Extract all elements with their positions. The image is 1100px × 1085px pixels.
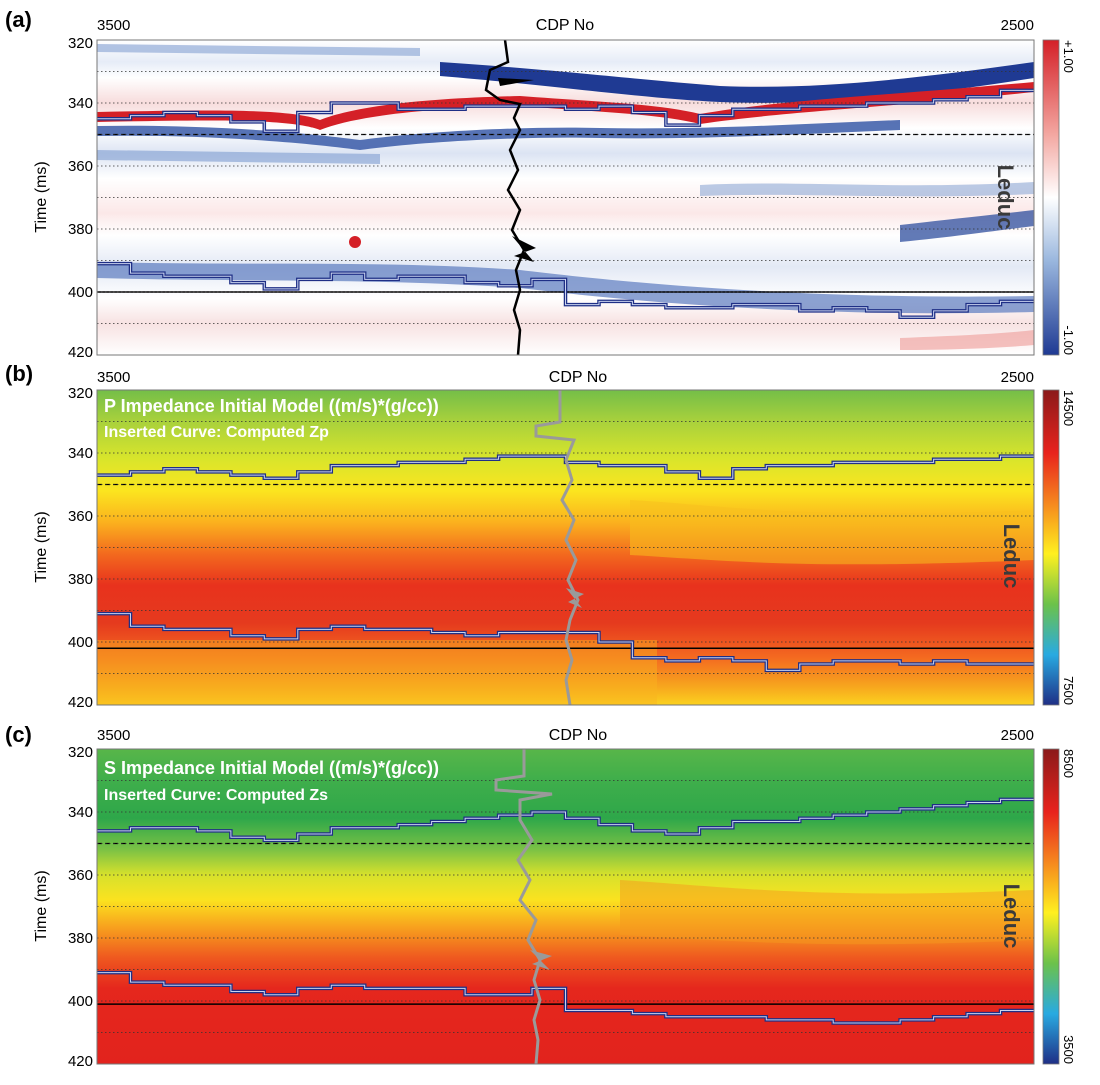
plot-frame xyxy=(96,39,1035,356)
well-log-spike xyxy=(498,78,534,86)
y-ticks: 320 340 360 380 400 420 xyxy=(68,744,93,1070)
model-subtitle: Inserted Curve: Computed Zs xyxy=(104,787,328,804)
horizon-lower-highlight xyxy=(97,263,1034,318)
panel-a: (a) 3500 CDP No 2500 Time (ms) xyxy=(5,7,1076,361)
formation-label: Leduc xyxy=(999,524,1024,589)
horizon-upper-highlight xyxy=(97,798,1034,841)
plot-area xyxy=(97,749,1034,1064)
colorbar xyxy=(1042,39,1060,356)
plot-area xyxy=(97,40,1034,355)
y-ticks: 320 340 360 380 400 420 xyxy=(68,385,93,711)
y-tick-label: 320 xyxy=(68,35,93,52)
well-log-curve xyxy=(484,40,526,355)
gridlines xyxy=(97,71,1034,324)
y-tick-label: 360 xyxy=(68,158,93,175)
y-tick-label: 380 xyxy=(68,221,93,238)
y-tick-label: 380 xyxy=(68,930,93,947)
x-axis-label: CDP No xyxy=(549,369,607,386)
y-tick-label: 340 xyxy=(68,804,93,821)
y-tick-label: 340 xyxy=(68,95,93,112)
x-right-label: 2500 xyxy=(1001,369,1034,386)
y-tick-label: 340 xyxy=(68,445,93,462)
y-tick-label: 360 xyxy=(68,867,93,884)
model-title: P Impedance Initial Model ((m/s)*(g/cc)) xyxy=(104,396,439,416)
colorbar-bottom-label: 7500 xyxy=(1061,676,1076,705)
trough-event-4 xyxy=(700,182,1034,197)
x-left-label: 3500 xyxy=(97,727,130,744)
colorbar xyxy=(1042,389,1060,706)
well-log-curve xyxy=(534,390,580,705)
colorbar-top-label: 8500 xyxy=(1061,749,1076,778)
y-tick-label: 420 xyxy=(68,694,93,711)
panel-b: (b) 3500 CDP No 2500 Time (ms) 320 340 360… xyxy=(5,361,1076,711)
trough-event-3 xyxy=(97,150,380,164)
horizon-lower-highlight xyxy=(97,972,1034,1024)
colorbar-bottom-label: 3500 xyxy=(1061,1035,1076,1064)
y-axis-label: Time (ms) xyxy=(33,511,50,582)
y-axis-label: Time (ms) xyxy=(33,161,50,232)
formation-label: Leduc xyxy=(999,884,1024,949)
well-log-spike xyxy=(512,236,536,262)
x-right-label: 2500 xyxy=(1001,17,1034,34)
y-tick-label: 360 xyxy=(68,508,93,525)
y-tick-label: 380 xyxy=(68,571,93,588)
well-log-curve xyxy=(494,749,553,1064)
colorbar-bottom-label: -1.00 xyxy=(1061,325,1076,355)
panel-label: (a) xyxy=(5,7,32,32)
model-lower-zone xyxy=(97,640,657,705)
x-axis-label: CDP No xyxy=(536,17,594,34)
y-tick-label: 400 xyxy=(68,993,93,1010)
y-tick-label: 400 xyxy=(68,284,93,301)
y-tick-label: 400 xyxy=(68,634,93,651)
y-tick-label: 420 xyxy=(68,344,93,361)
model-lateral-variation xyxy=(620,880,1034,945)
panel-c: (c) 3500 CDP No 2500 Time (ms) 320 340 360… xyxy=(5,722,1076,1070)
y-axis-label: Time (ms) xyxy=(33,870,50,941)
trough-event-5 xyxy=(900,210,1034,242)
y-tick-label: 320 xyxy=(68,744,93,761)
x-left-label: 3500 xyxy=(97,369,130,386)
strong-trough-event xyxy=(440,62,1034,103)
panel-label: (b) xyxy=(5,361,33,386)
x-axis-label: CDP No xyxy=(549,727,607,744)
well-log-spike xyxy=(566,588,584,608)
plot-area xyxy=(97,390,1034,705)
peak-event-bottom xyxy=(900,330,1034,350)
weak-trough-event xyxy=(97,44,420,56)
well-log-spike xyxy=(530,950,552,970)
model-subtitle: Inserted Curve: Computed Zp xyxy=(104,424,329,441)
x-left-label: 3500 xyxy=(97,17,130,34)
formation-label: Leduc xyxy=(993,165,1018,230)
y-ticks: 320 340 360 380 400 420 xyxy=(68,35,93,361)
peak-spot xyxy=(349,236,361,248)
plot-frame xyxy=(96,389,1035,706)
y-tick-label: 320 xyxy=(68,385,93,402)
model-title: S Impedance Initial Model ((m/s)*(g/cc)) xyxy=(104,758,439,778)
horizon-upper-highlight xyxy=(97,89,1034,132)
x-right-label: 2500 xyxy=(1001,727,1034,744)
gridlines xyxy=(97,421,1034,674)
plot-frame xyxy=(96,748,1035,1065)
colorbar-top-label: 14500 xyxy=(1061,390,1076,426)
panel-label: (c) xyxy=(5,722,32,747)
horizon-upper-highlight xyxy=(97,455,1034,479)
colorbar xyxy=(1042,748,1060,1065)
colorbar-top-label: +1.00 xyxy=(1061,40,1076,73)
y-tick-label: 420 xyxy=(68,1053,93,1070)
horizon-lower-highlight xyxy=(97,613,1034,671)
